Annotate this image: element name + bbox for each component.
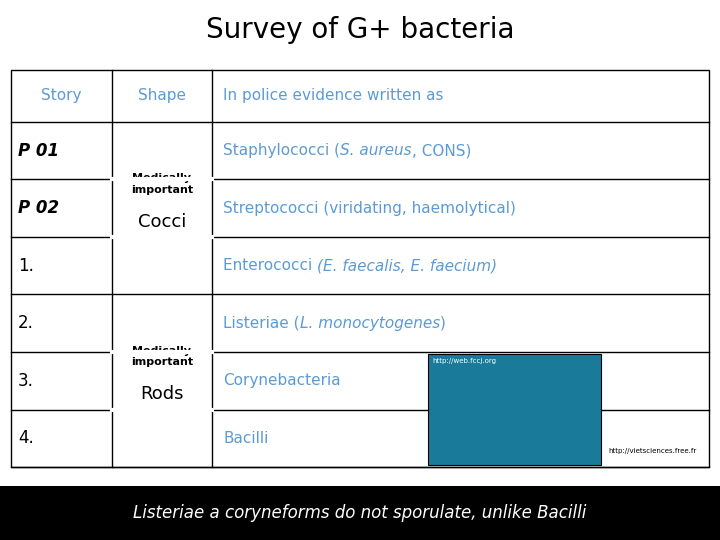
Text: Staphylococci (: Staphylococci ( bbox=[223, 143, 340, 158]
Bar bbox=[11, 70, 709, 467]
Text: 2.: 2. bbox=[18, 314, 34, 332]
Text: P 01: P 01 bbox=[18, 141, 59, 160]
Text: Streptococci (viridating, haemolytical): Streptococci (viridating, haemolytical) bbox=[223, 201, 516, 215]
Text: Medically
important: Medically important bbox=[131, 173, 193, 194]
Text: L. monocytogenes: L. monocytogenes bbox=[300, 316, 440, 330]
Text: Rods: Rods bbox=[140, 385, 184, 403]
Text: 4.: 4. bbox=[18, 429, 34, 447]
Text: Enterococci: Enterococci bbox=[223, 258, 318, 273]
Text: Listeriae a coryneforms do not sporulate, unlike Bacilli: Listeriae a coryneforms do not sporulate… bbox=[133, 504, 587, 522]
Text: 1.: 1. bbox=[18, 256, 34, 275]
Text: P 02: P 02 bbox=[18, 199, 59, 217]
Text: (E. faecalis, E. faecium): (E. faecalis, E. faecium) bbox=[318, 258, 498, 273]
Text: http://vietsciences.free.fr: http://vietsciences.free.fr bbox=[608, 448, 697, 454]
Text: Story: Story bbox=[41, 89, 81, 104]
Text: ): ) bbox=[440, 316, 446, 330]
Text: Bacilli: Bacilli bbox=[223, 431, 269, 446]
Text: Cocci: Cocci bbox=[138, 213, 186, 231]
Bar bbox=[428, 354, 601, 465]
Bar bbox=[0, 486, 720, 540]
Text: Corynebacteria: Corynebacteria bbox=[223, 373, 341, 388]
Text: Listeriae (: Listeriae ( bbox=[223, 316, 300, 330]
Text: In police evidence written as: In police evidence written as bbox=[223, 89, 444, 104]
Text: Survey of G+ bacteria: Survey of G+ bacteria bbox=[206, 16, 514, 44]
Text: , CONS): , CONS) bbox=[412, 143, 471, 158]
Text: 3.: 3. bbox=[18, 372, 34, 390]
Text: S. aureus: S. aureus bbox=[340, 143, 412, 158]
Text: Medically
important: Medically important bbox=[131, 346, 193, 367]
Text: Shape: Shape bbox=[138, 89, 186, 104]
Text: http://web.fccj.org: http://web.fccj.org bbox=[432, 359, 496, 364]
